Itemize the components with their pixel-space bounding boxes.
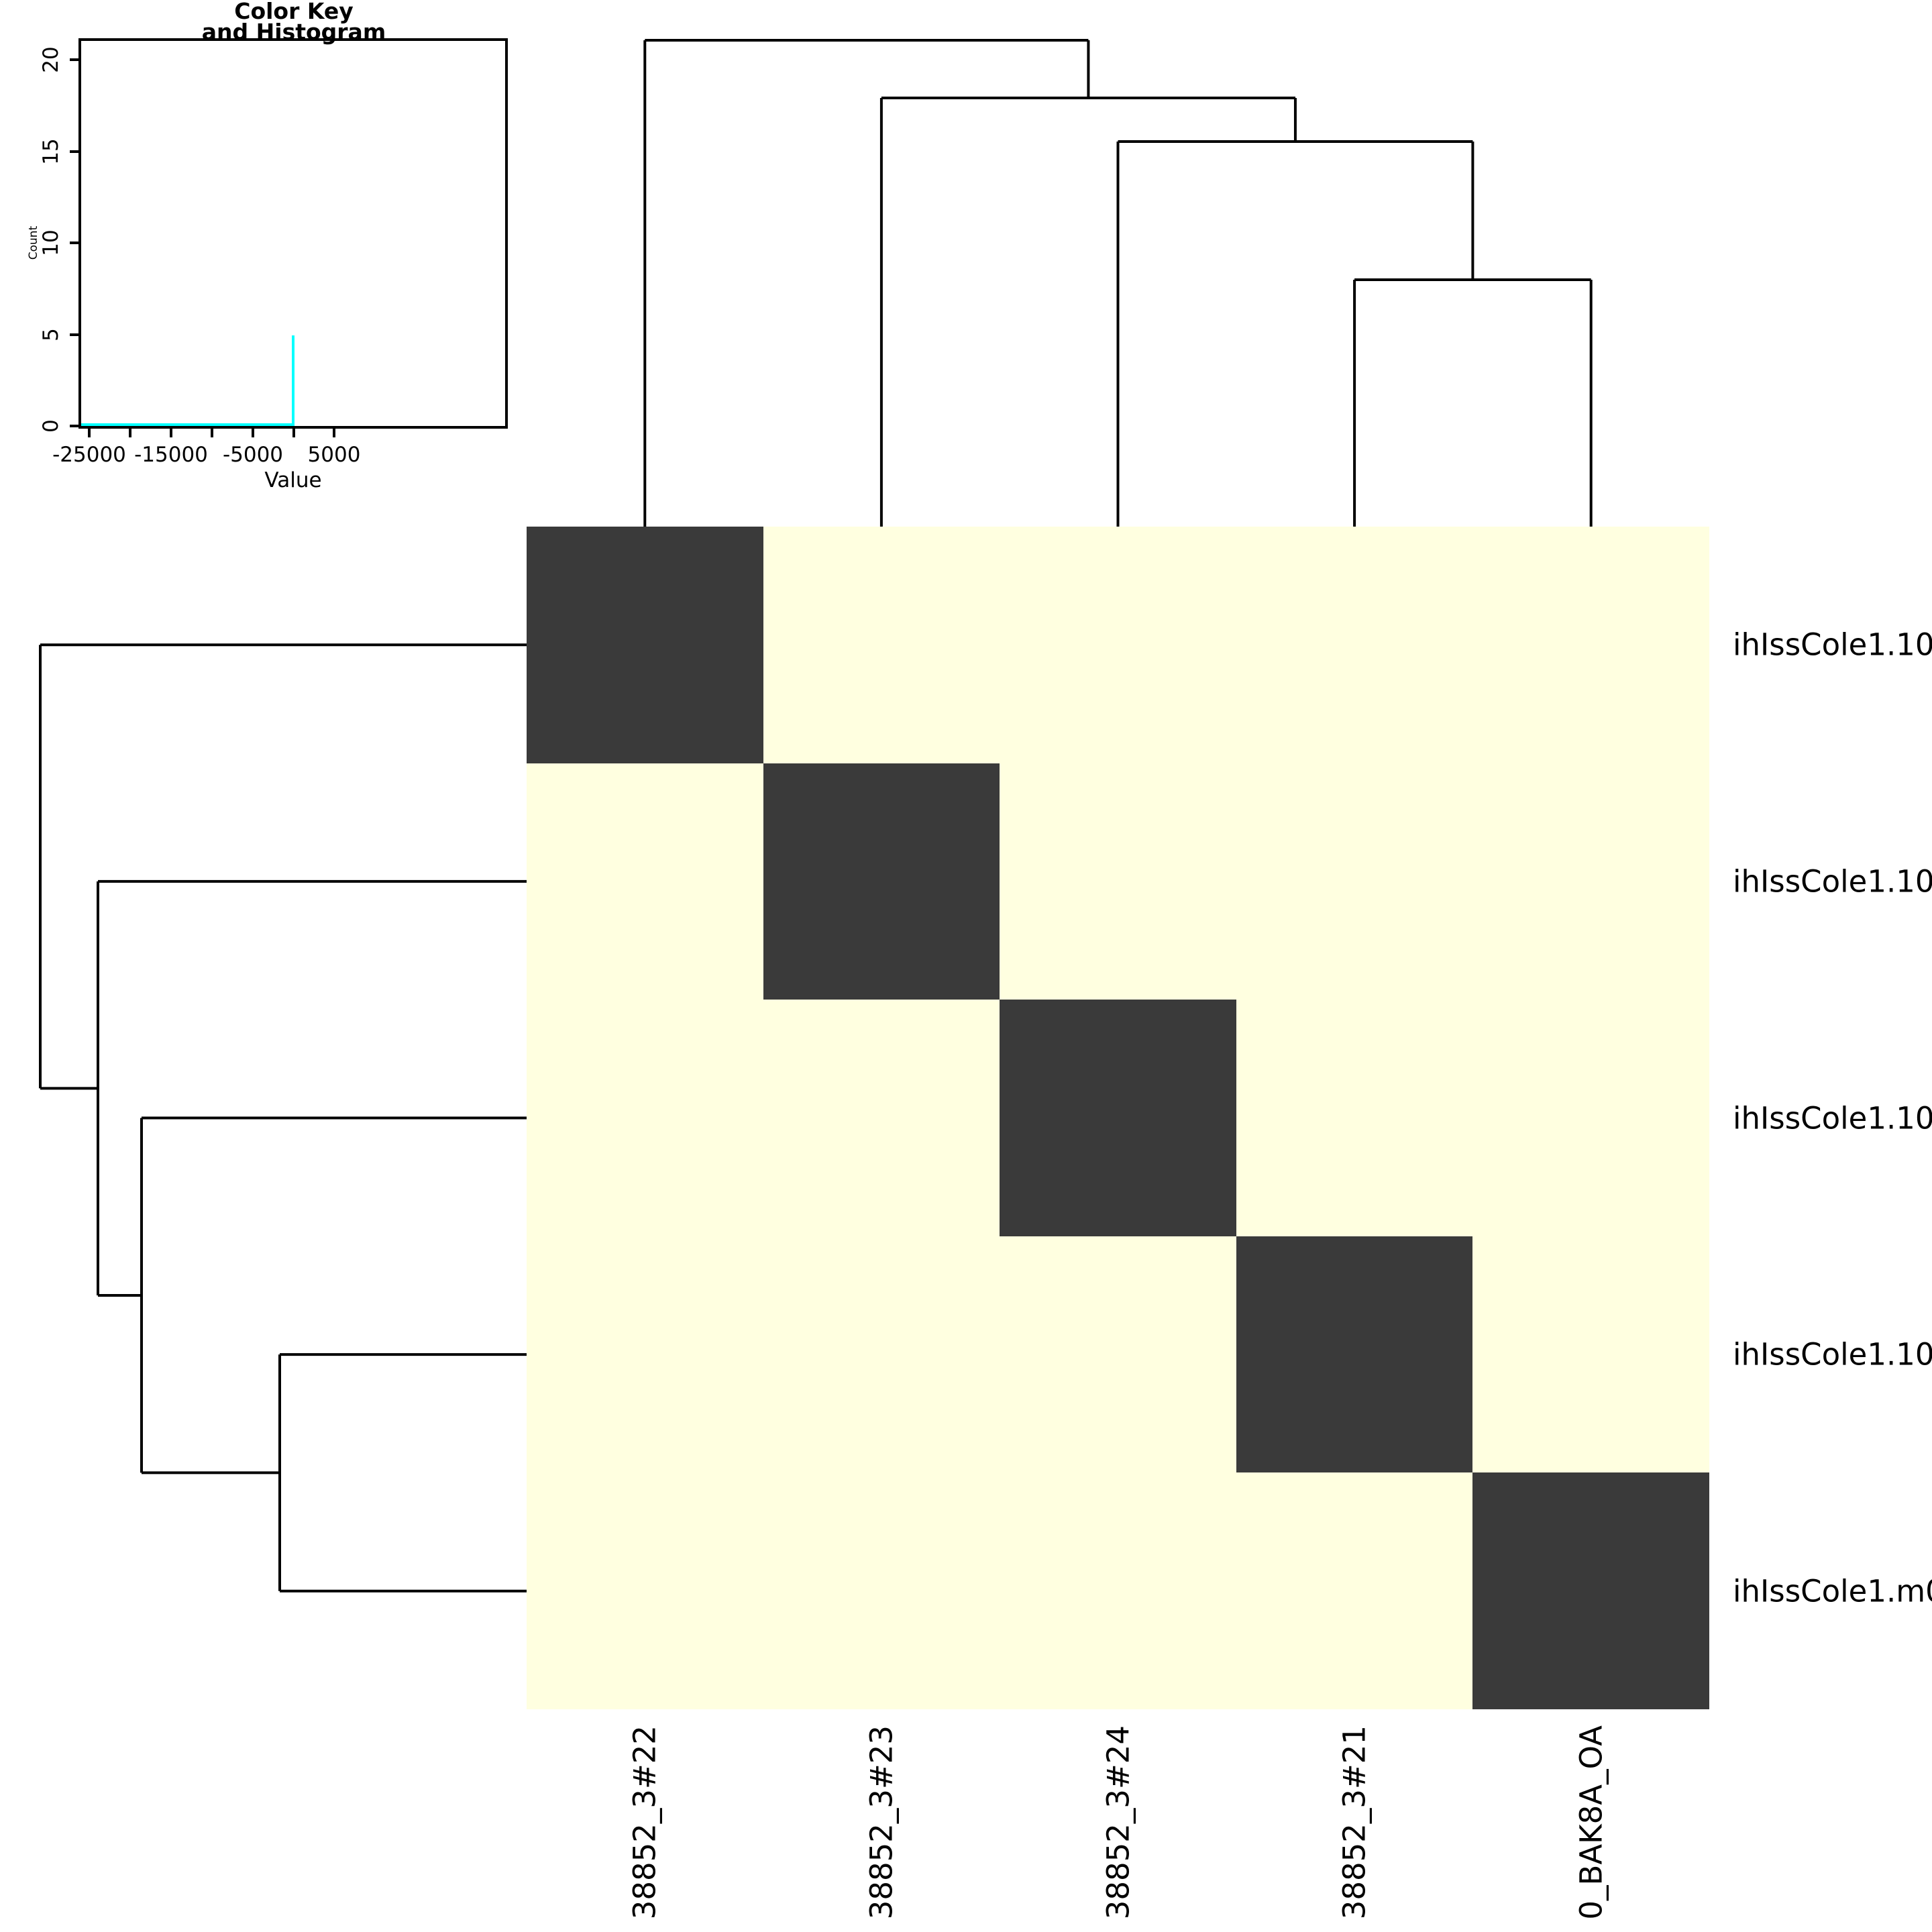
color-key-y-tick-label: 20 [39,46,63,73]
heatmap-row-label: ihIssCole1.10 [1733,1100,1932,1136]
color-key-x-tick-label: -25000 [52,443,126,467]
heatmap-cell [1236,1236,1472,1472]
color-key-y-tick-label: 5 [39,328,63,341]
color-key-y-axis-label: Count [27,225,40,260]
heatmap-cell [1000,527,1236,763]
heatmap-cell [1000,1000,1236,1236]
heatmap-cell [1472,763,1709,1000]
heatmap-cell [1472,1000,1709,1236]
color-key-histogram-trace [81,335,294,426]
heatmap-cell [527,1472,763,1709]
color-key-y-tick-label: 10 [39,229,63,256]
color-key-x-tick-label: -5000 [222,443,284,467]
heatmap-cell [527,527,763,763]
heatmap-cell [763,1000,1000,1236]
color-key-x-axis-label: Value [264,468,322,492]
heatmap-cell [763,1236,1000,1472]
color-key-title-line1: Color Key [234,0,354,24]
heatmap-column-label: 38852_3#23 [863,1725,900,1920]
color-key-y-tick-label: 0 [39,419,63,433]
heatmap-cell [1472,1472,1709,1709]
color-key-x-tick-label: -15000 [134,443,208,467]
heatmap-row-label: ihIssCole1.10 [1733,1336,1932,1373]
color-key-y-tick-label: 15 [39,138,63,165]
heatmap-cell [1000,763,1236,1000]
heatmap-row-label: ihIssCole1.10 [1733,627,1932,663]
heatmap-cell [527,763,763,1000]
heatmap-cell [763,1472,1000,1709]
heatmap-row-label: ihIssCole1.10 [1733,863,1932,900]
heatmap-cell [527,1000,763,1236]
column-dendrogram [643,39,1593,527]
heatmap-column-label: 0_BAK8A_OA [1573,1725,1609,1920]
heatmap-cell [527,1236,763,1472]
heatmap-column-label: 38852_3#21 [1336,1725,1373,1920]
heatmap-cell [1236,1000,1472,1236]
color-key-x-tick-label: 5000 [307,443,361,467]
heatmap-cell [1472,1236,1709,1472]
heatmap-column-label: 38852_3#24 [1100,1725,1136,1920]
heatmap-column-label: 38852_3#22 [627,1725,663,1920]
color-key-panel [70,38,508,437]
heatmap-cell [1236,763,1472,1000]
heatmap-cell [1000,1472,1236,1709]
color-key-title-line2: and Histogram [201,19,386,45]
heatmap-cell [763,527,1000,763]
heatmap-cell [1472,527,1709,763]
heatmap-row-label: ihIssCole1.m0 [1733,1573,1932,1609]
heatmap-cell [1000,1236,1236,1472]
heatmap-cell [763,763,1000,1000]
heatmap-cell [1236,1472,1472,1709]
row-dendrogram [39,643,527,1593]
heatmap-cell [1236,527,1472,763]
